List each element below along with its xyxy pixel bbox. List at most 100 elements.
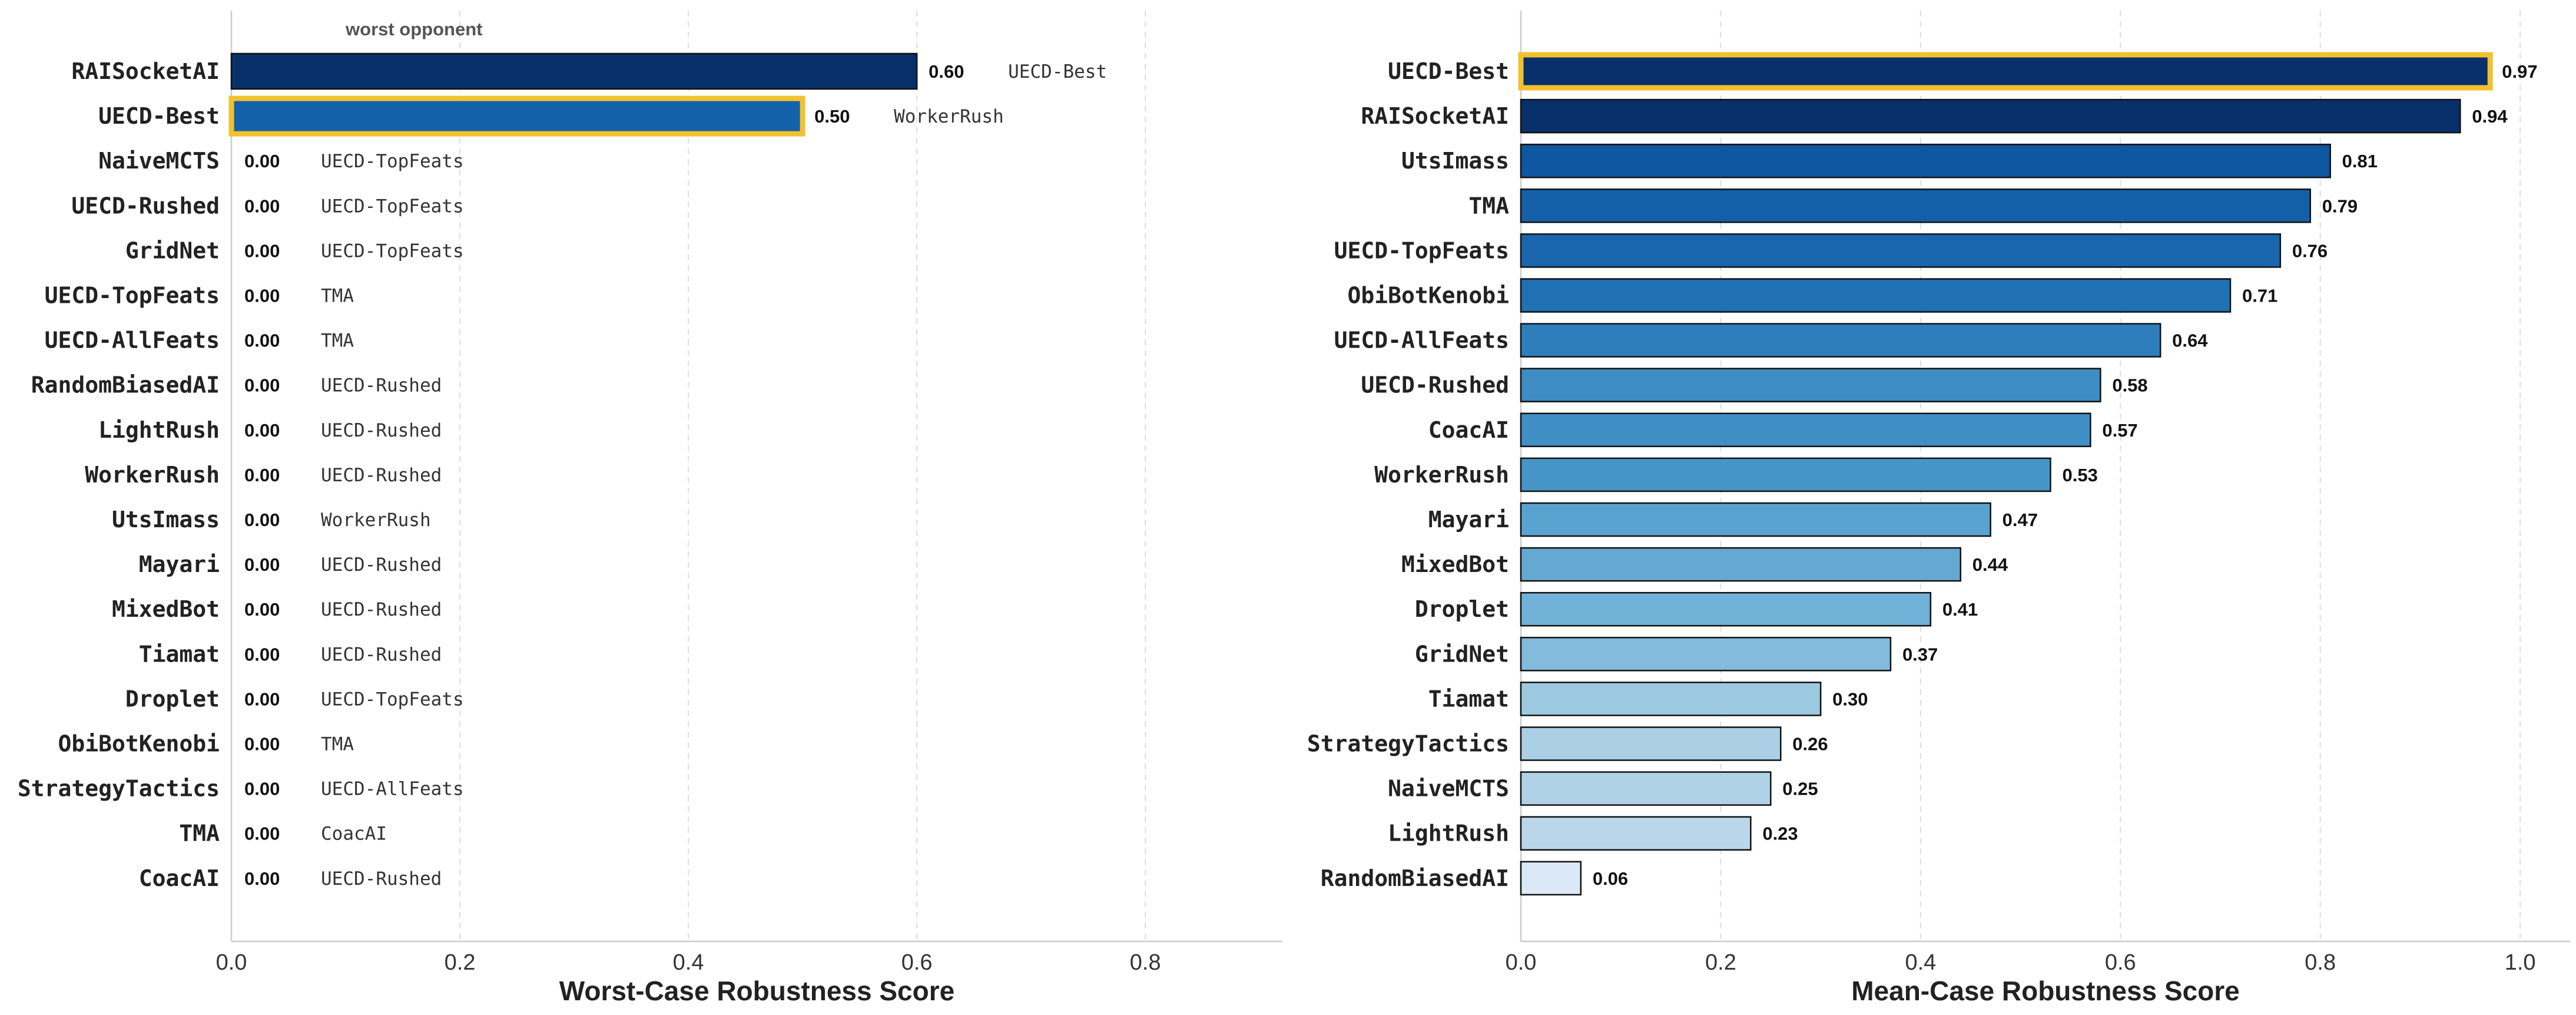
- value-label: 0.00: [244, 151, 280, 171]
- value-label: 0.00: [244, 240, 280, 261]
- opponent-label: TMA: [321, 286, 354, 307]
- category-label: UECD-Rushed: [1361, 372, 1509, 398]
- category-label: TMA: [1468, 193, 1509, 219]
- x-tick-label: 0.6: [901, 950, 933, 975]
- category-label: ObiBotKenobi: [58, 731, 220, 757]
- category-label: UtsImass: [1401, 148, 1509, 174]
- value-label: 0.00: [244, 286, 280, 306]
- category-label: UECD-Best: [98, 103, 220, 129]
- value-label: 0.00: [244, 196, 280, 216]
- category-label: UECD-AllFeats: [1334, 328, 1509, 353]
- category-label: Mayari: [1428, 507, 1509, 533]
- value-label: 0.00: [244, 554, 280, 575]
- opponent-label: UECD-TopFeats: [321, 151, 464, 172]
- category-label: UECD-TopFeats: [1334, 237, 1509, 263]
- value-label: 0.00: [244, 689, 280, 709]
- value-label: 0.71: [2242, 286, 2277, 306]
- bar: [1518, 52, 2493, 91]
- bar: [1520, 143, 2331, 178]
- value-label: 0.26: [1792, 734, 1828, 755]
- value-label: 0.50: [814, 106, 850, 127]
- category-label: WorkerRush: [1374, 462, 1509, 488]
- category-label: NaiveMCTS: [1388, 776, 1509, 802]
- value-label: 0.00: [244, 868, 280, 889]
- value-label: 0.00: [244, 375, 280, 396]
- bar: [1520, 861, 1582, 896]
- value-label: 0.00: [244, 734, 280, 755]
- bar: [1520, 547, 1961, 582]
- value-label: 0.00: [244, 330, 280, 351]
- opponent-label: WorkerRush: [894, 106, 1004, 127]
- value-label: 0.30: [1832, 689, 1868, 709]
- value-label: 0.00: [244, 824, 280, 844]
- x-tick-label: 0.8: [1130, 950, 1161, 975]
- opponent-label: UECD-TopFeats: [321, 689, 464, 710]
- x-axis-title: Worst-Case Robustness Score: [559, 976, 954, 1006]
- category-label: StrategyTactics: [1307, 731, 1509, 757]
- value-label: 0.25: [1782, 779, 1818, 799]
- category-label: CoacAI: [139, 865, 220, 891]
- value-label: 0.97: [2502, 61, 2537, 82]
- category-label: GridNet: [1415, 641, 1509, 667]
- bar: [230, 52, 918, 90]
- x-tick-label: 0.2: [445, 950, 476, 975]
- worst-case-panel: 0.0 0.2 0.4 0.6 0.8 Worst-Case Robustness Sco…: [18, 11, 1282, 1006]
- value-label: 0.94: [2472, 106, 2508, 127]
- category-label: GridNet: [125, 237, 220, 263]
- bar: [1520, 278, 2232, 313]
- bar: [1520, 591, 1932, 627]
- category-label: RandomBiasedAI: [31, 372, 220, 398]
- category-label: LightRush: [1388, 821, 1509, 847]
- category-label: Droplet: [125, 686, 220, 712]
- opponent-label: UECD-Rushed: [321, 465, 442, 486]
- category-label: UECD-TopFeats: [45, 283, 220, 309]
- x-tick-label: 0.4: [1905, 950, 1936, 975]
- category-label: Tiamat: [1428, 686, 1509, 712]
- value-label: 0.00: [244, 644, 280, 664]
- category-label: RandomBiasedAI: [1321, 865, 1509, 891]
- opponent-label: UECD-Rushed: [321, 599, 442, 620]
- value-label: 0.47: [2003, 510, 2038, 530]
- category-label: ObiBotKenobi: [1347, 283, 1509, 309]
- value-label: 0.81: [2342, 151, 2378, 171]
- value-label: 0.41: [1942, 599, 1978, 620]
- bar: [1520, 368, 2101, 402]
- category-label: CoacAI: [1428, 417, 1509, 443]
- category-label: LightRush: [98, 417, 220, 443]
- value-label: 0.00: [244, 420, 280, 441]
- opponent-label: UECD-TopFeats: [321, 196, 464, 217]
- x-tick-label: 0.4: [673, 950, 704, 975]
- opponent-label: UECD-Best: [1008, 61, 1107, 82]
- category-label: Mayari: [139, 551, 220, 577]
- category-label: StrategyTactics: [18, 776, 220, 802]
- value-label: 0.06: [1593, 868, 1628, 889]
- value-label: 0.00: [244, 779, 280, 799]
- value-label: 0.00: [244, 599, 280, 620]
- category-label: TMA: [179, 821, 220, 847]
- opponent-label: UECD-TopFeats: [321, 240, 464, 262]
- category-label: UtsImass: [112, 507, 220, 533]
- value-label: 0.44: [1972, 554, 2008, 575]
- value-label: 0.79: [2322, 196, 2358, 216]
- x-tick-label: 0.0: [216, 950, 247, 975]
- category-label: RAISocketAI: [1361, 103, 1509, 129]
- opponent-column-header: worst opponent: [345, 19, 482, 39]
- bar: [1520, 323, 2161, 358]
- value-label: 0.53: [2062, 465, 2097, 485]
- x-axis-title: Mean-Case Robustness Score: [1851, 976, 2240, 1006]
- opponent-label: UECD-Rushed: [321, 868, 442, 890]
- value-label: 0.64: [2172, 330, 2208, 351]
- bar: [1520, 98, 2461, 134]
- bar: [1520, 457, 2051, 492]
- category-label: MixedBot: [112, 596, 220, 622]
- category-label: RAISocketAI: [71, 58, 220, 84]
- opponent-label: CoacAI: [321, 824, 387, 845]
- bar: [1520, 726, 1782, 761]
- opponent-label: UECD-Rushed: [321, 554, 442, 576]
- category-label: WorkerRush: [85, 462, 220, 488]
- x-tick-label: 0.2: [1705, 950, 1736, 975]
- category-label: UECD-Best: [1388, 58, 1509, 84]
- bar: [1520, 637, 1892, 672]
- mean-case-panel: 0.0 0.2 0.4 0.6 0.8 1.0 Mean-Case Robustness S…: [1307, 11, 2570, 1006]
